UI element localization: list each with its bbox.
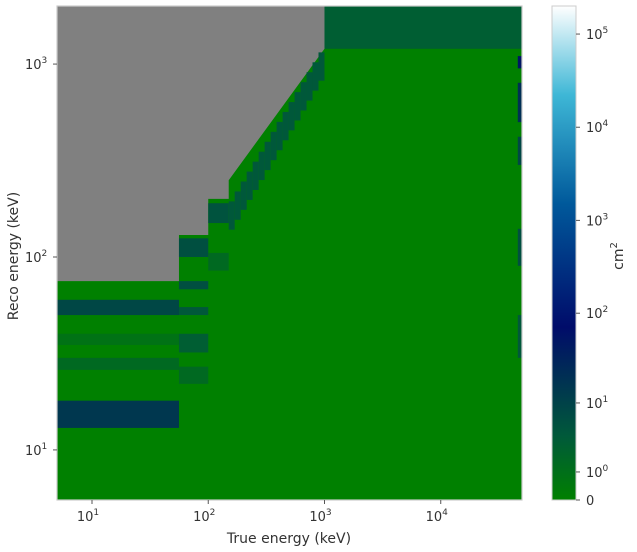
plot-frame — [56, 5, 523, 501]
heatmap-cell — [240, 181, 247, 210]
colorbar-tick-label: 102 — [586, 305, 608, 322]
heatmap-cell — [178, 238, 209, 257]
x-tick-label: 101 — [77, 508, 99, 525]
x-tick-label: 104 — [426, 508, 449, 525]
heatmap-cell — [276, 121, 283, 151]
heatmap-cell — [208, 203, 229, 224]
colorbar-tick-label: 105 — [586, 26, 608, 43]
heatmap-cell — [178, 366, 209, 384]
y-axis-ticks: 101 102 103 — [25, 56, 57, 459]
heatmap-cell — [258, 151, 265, 181]
heatmap-cell — [282, 111, 289, 141]
colorbar-tick-label: 103 — [586, 212, 608, 229]
masked-region — [57, 6, 325, 282]
heatmap-cell — [246, 171, 253, 200]
colorbar-tick-label: 101 — [586, 395, 608, 412]
heatmap-cell — [318, 52, 325, 81]
heatmap-cell — [517, 315, 522, 358]
colorbar-tick-label: 100 — [586, 464, 609, 481]
heatmap-cell — [208, 252, 229, 271]
heatmap-cell — [57, 299, 179, 316]
y-tick-label: 101 — [25, 442, 47, 459]
x-axis-ticks: 101 102 103 104 — [77, 500, 448, 525]
colorbar-ticks: 0 100 101 102 103 104 105 — [576, 26, 609, 509]
heatmap-cell — [234, 191, 241, 220]
x-tick-label: 102 — [193, 508, 215, 525]
heatmap-cell — [57, 357, 179, 370]
heatmap-cell — [517, 56, 522, 69]
colorbar-label: cm2 — [609, 242, 627, 270]
heatmap-cell — [294, 92, 301, 121]
heatmap-cell — [252, 161, 259, 190]
heatmap-cells — [57, 6, 522, 428]
colorbar-tick-label: 0 — [586, 494, 594, 509]
heatmap-cell — [312, 62, 319, 91]
heatmap-cell — [178, 281, 209, 290]
heatmap-cell — [300, 82, 307, 111]
heatmap-cell — [178, 307, 209, 316]
colorbar-tick-label: 104 — [586, 119, 609, 136]
x-axis-label: True energy (keV) — [226, 531, 351, 547]
heatmap-cell — [288, 102, 295, 131]
heatmap-cell — [178, 333, 209, 353]
x-tick-label: 103 — [309, 508, 331, 525]
heatmap-cell — [324, 6, 522, 49]
y-axis-label: Reco energy (keV) — [6, 192, 22, 320]
y-tick-label: 102 — [25, 249, 47, 266]
heatmap-cell — [264, 141, 271, 171]
heatmap-cell — [306, 72, 313, 101]
heatmap-cell — [228, 201, 235, 230]
heatmap-cell — [57, 400, 179, 428]
heatmap-cell — [57, 333, 179, 345]
colorbar — [551, 5, 577, 501]
heatmap-cell — [517, 82, 522, 123]
heatmap-cell — [517, 228, 522, 266]
y-tick-label: 103 — [25, 56, 47, 73]
heatmap-cell — [270, 131, 277, 161]
heatmap-cell — [517, 136, 522, 165]
